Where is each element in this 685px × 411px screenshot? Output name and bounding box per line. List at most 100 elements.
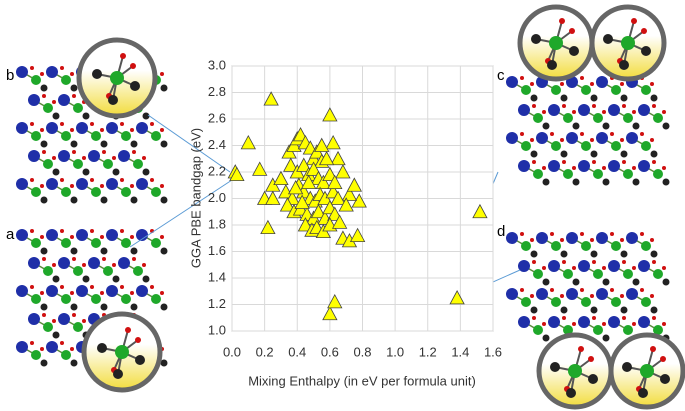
atom xyxy=(592,316,596,320)
atom xyxy=(130,128,134,132)
atom xyxy=(160,72,164,76)
atom xyxy=(40,140,48,148)
atom xyxy=(520,76,524,80)
atom xyxy=(551,141,561,151)
atom xyxy=(542,178,550,186)
atom xyxy=(82,156,86,160)
atom xyxy=(611,85,621,95)
atom xyxy=(76,122,88,134)
atom xyxy=(560,82,564,86)
y-tick-label: 2.0 xyxy=(208,190,226,205)
atom xyxy=(626,232,638,244)
point xyxy=(335,164,351,179)
atom xyxy=(560,238,564,242)
panel-label: b xyxy=(6,67,14,84)
atom xyxy=(142,112,150,120)
atom xyxy=(590,250,598,258)
atom xyxy=(650,346,656,352)
atom xyxy=(31,131,41,141)
atom xyxy=(550,232,554,236)
atom xyxy=(60,66,64,70)
atom xyxy=(132,150,136,154)
atom xyxy=(608,316,620,328)
atom xyxy=(581,141,591,151)
atom xyxy=(142,156,146,160)
atom xyxy=(46,229,58,241)
atom xyxy=(596,288,608,300)
atom xyxy=(30,341,34,345)
atom xyxy=(28,313,40,325)
atom xyxy=(40,303,48,311)
atom xyxy=(61,294,71,304)
atom xyxy=(106,178,118,190)
atom xyxy=(132,257,136,261)
atom xyxy=(592,260,596,264)
atom xyxy=(532,260,536,264)
atom xyxy=(82,275,90,283)
atom xyxy=(103,159,113,169)
atom xyxy=(620,306,628,314)
point xyxy=(252,161,268,176)
atom xyxy=(640,288,644,292)
atom xyxy=(650,150,658,158)
atom xyxy=(622,316,626,320)
point xyxy=(260,219,276,235)
atom xyxy=(542,278,550,286)
atom xyxy=(653,169,663,179)
atom xyxy=(136,285,148,297)
atom xyxy=(530,82,534,86)
atom xyxy=(61,187,71,197)
y-tick-label: 2.2 xyxy=(208,163,226,178)
atom xyxy=(592,104,596,108)
atom xyxy=(623,325,633,335)
atom xyxy=(130,184,134,188)
atom xyxy=(100,235,104,239)
atom xyxy=(590,82,594,86)
atom xyxy=(602,166,606,170)
atom xyxy=(626,288,638,300)
atom xyxy=(130,291,134,295)
atom xyxy=(42,94,46,98)
atom xyxy=(135,337,141,343)
atom xyxy=(133,266,143,276)
y-axis-label: GGA PBE bandgap (eV) xyxy=(188,128,203,268)
x-tick-label: 1.6 xyxy=(484,344,502,359)
atom xyxy=(82,112,90,120)
atom xyxy=(580,76,584,80)
atom xyxy=(52,100,56,104)
atom xyxy=(160,359,168,367)
atom xyxy=(120,178,124,182)
atom xyxy=(160,303,168,311)
atom xyxy=(70,235,74,239)
atom xyxy=(70,247,78,255)
atom xyxy=(563,325,573,335)
point xyxy=(305,161,322,176)
atom xyxy=(72,94,76,98)
point xyxy=(338,197,354,212)
point xyxy=(229,166,245,182)
atom xyxy=(660,356,666,362)
atom xyxy=(73,266,83,276)
atom xyxy=(142,263,146,267)
atom xyxy=(632,178,640,186)
atom xyxy=(660,374,670,384)
atom xyxy=(150,285,154,289)
atom xyxy=(151,238,161,248)
atom xyxy=(530,238,534,242)
atom xyxy=(130,247,138,255)
atom xyxy=(518,260,530,272)
atom xyxy=(28,94,40,106)
atom xyxy=(130,63,136,69)
atom xyxy=(125,327,131,333)
point xyxy=(296,157,312,172)
y-tick-label: 1.0 xyxy=(208,322,226,337)
atom xyxy=(40,235,44,239)
atom xyxy=(520,132,524,136)
atom xyxy=(142,275,150,283)
atom xyxy=(121,131,131,141)
atom xyxy=(662,266,666,270)
atom xyxy=(641,241,651,251)
point xyxy=(263,91,279,106)
point xyxy=(330,150,346,166)
atom xyxy=(653,113,663,123)
